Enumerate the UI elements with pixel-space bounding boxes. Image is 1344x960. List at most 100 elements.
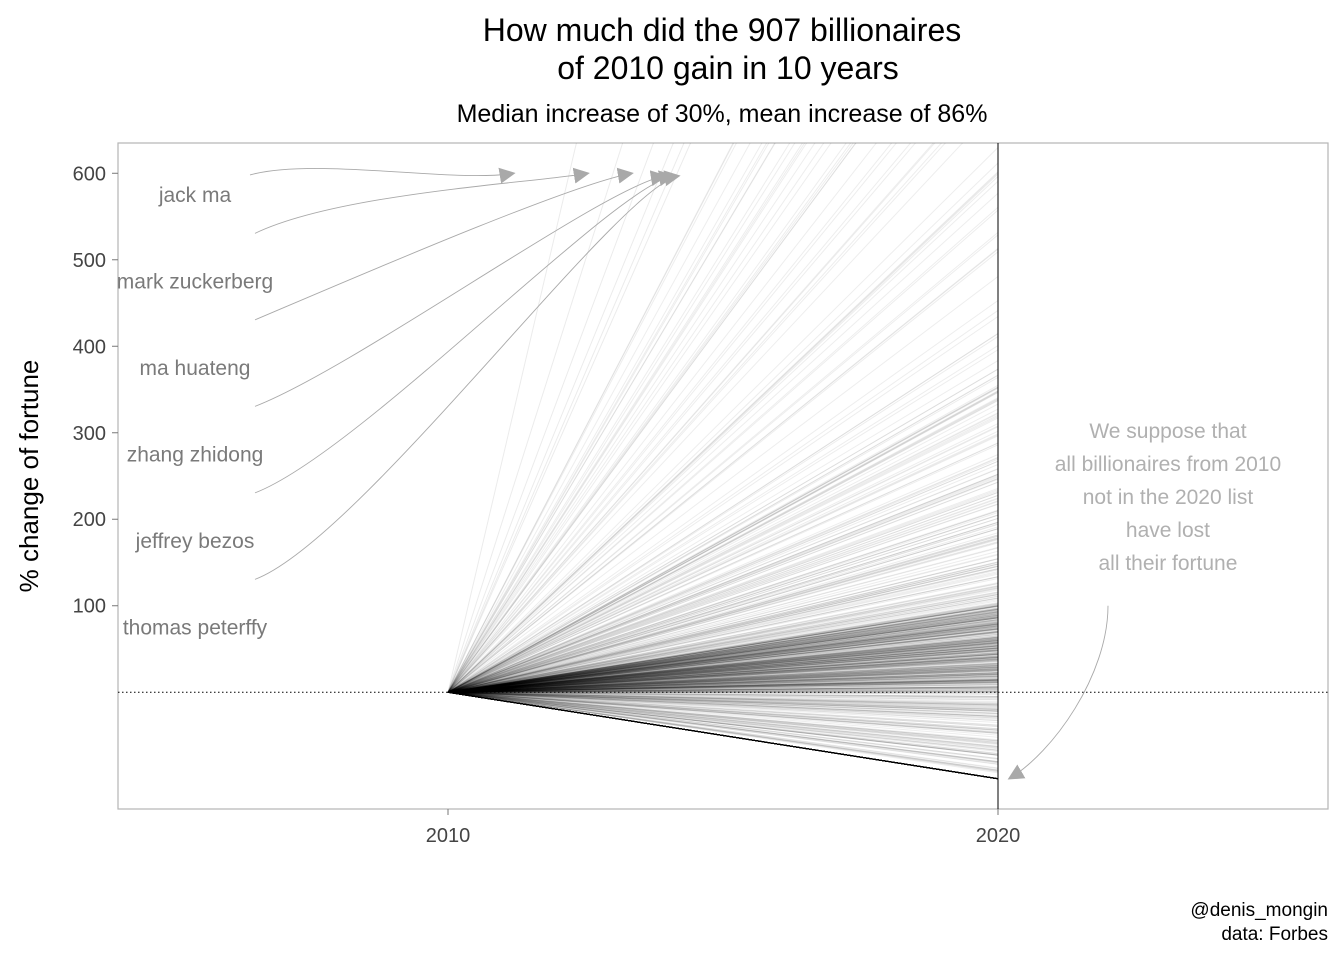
billionaire-line (447, 444, 999, 693)
billionaire-line (447, 332, 999, 693)
billionaire-line (447, 143, 917, 693)
billionaire-line (447, 691, 999, 763)
billionaire-line (447, 648, 999, 693)
billionaire-line (447, 514, 999, 693)
billionaire-line (447, 605, 999, 693)
billionaire-line (447, 638, 999, 693)
billionaire-line (447, 623, 999, 693)
billionaire-line (447, 663, 999, 693)
billionaire-line (447, 691, 999, 712)
billionaire-line (447, 673, 999, 693)
billionaire-line (447, 666, 999, 693)
billionaire-line (447, 333, 999, 693)
billionaire-line (447, 658, 999, 693)
billionaire-line (447, 691, 999, 727)
billionaire-line (447, 691, 999, 731)
billionaire-line (447, 639, 999, 693)
billionaire-line (447, 637, 999, 693)
billionaire-line (447, 623, 999, 693)
billionaire-line (447, 686, 999, 693)
billionaire-line (447, 691, 999, 760)
billionaire-line (447, 517, 999, 693)
billionaire-line (447, 625, 999, 693)
billionaire-line (447, 622, 999, 693)
billionaire-line (447, 679, 999, 693)
billionaire-line (447, 646, 999, 693)
billionaire-line (447, 631, 999, 693)
billionaire-line (447, 655, 999, 693)
billionaire-line (447, 535, 999, 693)
billionaire-line (447, 612, 999, 693)
billionaire-line (447, 691, 999, 695)
billionaire-line (447, 608, 999, 693)
billionaire-line (447, 641, 999, 693)
billionaire-line (447, 616, 999, 693)
billionaire-line (447, 602, 999, 693)
billionaire-line (447, 691, 999, 711)
billionaire-line (447, 619, 999, 693)
billionaire-line (447, 576, 999, 693)
billionaire-line (447, 143, 847, 693)
billionaire-line (447, 631, 999, 693)
billionaire-line (447, 430, 999, 693)
billionaire-line (447, 637, 999, 693)
billionaire-line (447, 681, 999, 693)
billionaire-line (447, 681, 999, 693)
billionaire-line (447, 592, 999, 693)
billionaire-line (447, 558, 999, 693)
billionaire-line (447, 691, 999, 734)
billionaire-line (447, 659, 999, 693)
billionaire-line (447, 173, 999, 693)
lost-fortune-note: not in the 2020 list (1083, 486, 1254, 509)
billionaire-line (447, 691, 999, 756)
billionaire-line (447, 616, 999, 693)
billionaire-line (447, 143, 763, 693)
billionaire-line (447, 617, 999, 693)
billionaire-line (447, 478, 999, 693)
billionaire-line (447, 600, 999, 693)
billionaire-line (447, 143, 854, 693)
billionaire-line (447, 691, 999, 745)
billionaire-line (447, 691, 999, 714)
billionaire-line (447, 633, 999, 693)
billionaire-line (447, 468, 999, 693)
billionaire-line (447, 248, 999, 693)
billionaire-line (447, 656, 999, 693)
billionaire-line (447, 510, 999, 693)
billionaire-line (447, 521, 999, 693)
billionaire-line (447, 143, 737, 693)
billionaire-line (447, 649, 999, 693)
highlighted-line (447, 143, 624, 693)
billionaire-line (447, 647, 999, 693)
billionaire-line (447, 659, 999, 693)
billionaire-line (447, 666, 999, 693)
billionaire-line (447, 423, 999, 693)
billionaire-line (447, 640, 999, 693)
billionaire-line (447, 683, 999, 693)
billionaire-line (447, 687, 999, 693)
billionaire-line (447, 657, 999, 693)
billionaire-line (447, 468, 999, 693)
billionaire-line (447, 368, 999, 693)
highlighted-line (447, 143, 685, 693)
billionaire-line (447, 691, 999, 749)
billionaire-line (447, 668, 999, 693)
billionaire-line (447, 679, 999, 693)
billionaire-name-label: jeffrey bezos (135, 530, 255, 553)
billionaire-line (447, 691, 999, 745)
billionaire-line (447, 636, 999, 693)
billionaire-line (447, 374, 999, 693)
billionaire-line (447, 643, 999, 693)
billionaire-line (447, 659, 999, 693)
billionaire-line (447, 300, 999, 693)
billionaire-line (447, 691, 999, 756)
billionaire-line (447, 143, 893, 693)
billionaire-line (447, 603, 999, 693)
billionaire-line (447, 669, 999, 693)
billionaire-line (447, 631, 999, 693)
billionaire-line (447, 638, 999, 693)
billionaire-line (447, 679, 999, 693)
billionaire-line (447, 691, 999, 751)
billionaire-line (447, 625, 999, 693)
billionaire-line (447, 630, 999, 693)
